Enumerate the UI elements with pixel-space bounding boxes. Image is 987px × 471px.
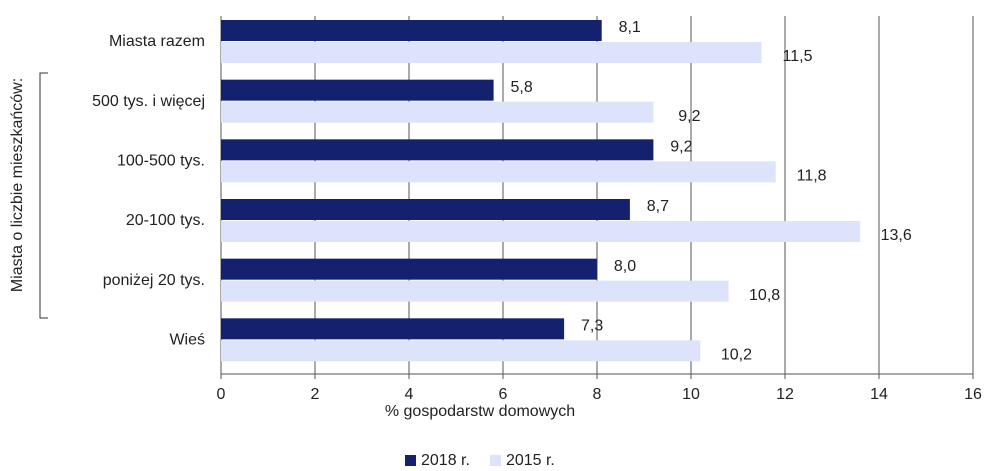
legend-label: 2015 r.: [506, 452, 555, 469]
bar: [221, 42, 762, 63]
legend-swatch: [489, 455, 501, 466]
y-tick-label: poniżej 20 tys.: [103, 272, 205, 289]
value-label: 13,6: [881, 227, 912, 244]
bar: [221, 280, 729, 302]
value-label: 7,3: [581, 318, 603, 335]
x-tick-label: 0: [217, 386, 226, 403]
x-tick-label: 10: [682, 386, 700, 403]
value-label: 10,2: [721, 347, 752, 364]
bar: [221, 258, 597, 280]
x-tick-label: 16: [964, 386, 982, 403]
y-tick-label: Miasta razem: [109, 33, 205, 50]
bar: [221, 199, 630, 220]
group-label: Miasta o liczbie mieszkańców:: [9, 78, 26, 292]
bar: [221, 101, 654, 123]
group-bracket: [39, 72, 48, 319]
bar: [221, 340, 701, 362]
x-tick-label: 6: [499, 386, 508, 403]
bar: [221, 20, 602, 41]
value-label: 8,1: [619, 19, 641, 36]
bar: [221, 221, 861, 242]
value-label: 9,2: [678, 108, 700, 125]
value-label: 11,8: [797, 168, 827, 185]
value-label: 10,8: [749, 287, 780, 304]
bar: [221, 79, 494, 101]
y-tick-label: 100-500 tys.: [117, 153, 205, 170]
value-label: 8,7: [647, 198, 669, 215]
y-tick-label: 20-100 tys.: [126, 212, 205, 229]
x-tick-label: 2: [311, 386, 320, 403]
x-tick-label: 8: [593, 386, 602, 403]
y-tick-label: 500 tys. i więcej: [92, 93, 205, 110]
bar: [221, 161, 776, 183]
legend-label: 2018 r.: [421, 452, 470, 469]
y-tick-label: Wieś: [169, 332, 205, 349]
x-tick-label: 12: [776, 386, 794, 403]
bar: [221, 139, 654, 161]
bar: [221, 318, 565, 340]
value-label: 11,5: [783, 48, 813, 65]
x-tick-label: 4: [405, 386, 414, 403]
value-label: 9,2: [670, 139, 692, 156]
value-label: 5,8: [510, 79, 532, 96]
value-label: 8,0: [614, 258, 636, 275]
legend-swatch: [405, 455, 416, 466]
x-axis-label: % gospodarstw domowych: [385, 403, 575, 420]
x-tick-label: 14: [870, 386, 888, 403]
